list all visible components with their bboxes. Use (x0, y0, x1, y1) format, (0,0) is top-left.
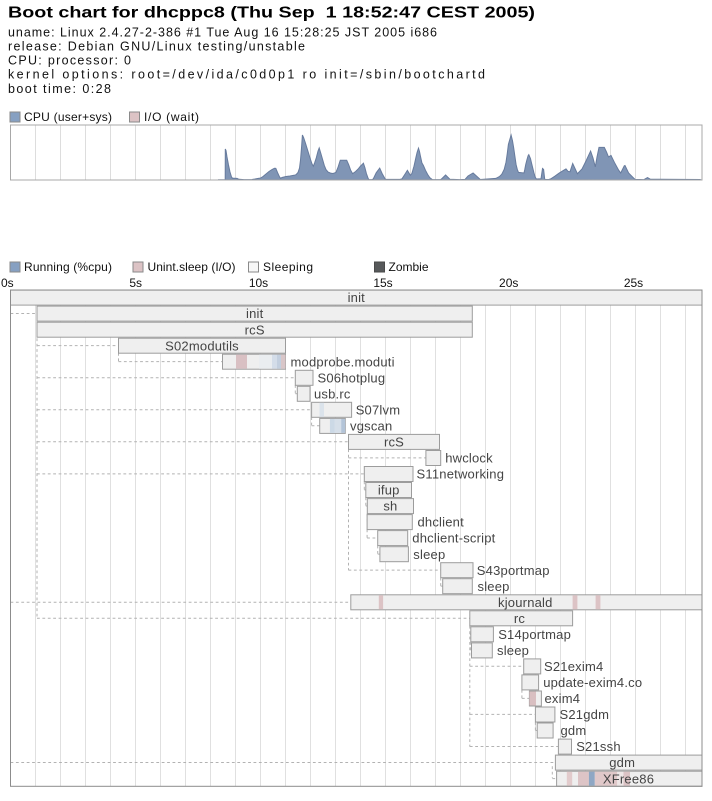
svg-text:rc: rc (514, 611, 526, 626)
svg-text:dhclient: dhclient (418, 515, 465, 530)
svg-text:sleep: sleep (413, 547, 445, 562)
svg-text:vgscan: vgscan (350, 419, 392, 434)
svg-text:uname: Linux 2.4.27-2-386 #1 T: uname: Linux 2.4.27-2-386 #1 Tue Aug 16 … (8, 25, 437, 39)
svg-text:S21exim4: S21exim4 (544, 659, 603, 674)
svg-text:hwclock: hwclock (445, 451, 493, 466)
svg-text:sh: sh (383, 499, 397, 514)
svg-text:S43portmap: S43portmap (477, 563, 550, 578)
svg-text:10s: 10s (249, 276, 268, 290)
svg-text:boot time: 0:28: boot time: 0:28 (8, 82, 111, 96)
svg-text:S06hotplug: S06hotplug (318, 370, 386, 385)
svg-text:S14portmap: S14portmap (498, 627, 571, 642)
svg-text:ifup: ifup (378, 483, 400, 498)
svg-text:init: init (246, 306, 264, 321)
svg-text:5s: 5s (129, 276, 142, 290)
svg-text:S07lvm: S07lvm (356, 402, 401, 417)
svg-text:S21gdm: S21gdm (560, 707, 610, 722)
svg-text:modprobe.moduti: modprobe.moduti (291, 354, 395, 369)
svg-text:init: init (348, 290, 366, 305)
svg-text:25s: 25s (624, 276, 643, 290)
svg-text:update-exim4.co: update-exim4.co (543, 675, 642, 690)
svg-text:CPU (user+sys): CPU (user+sys) (24, 110, 112, 124)
svg-text:XFree86: XFree86 (603, 771, 654, 786)
svg-text:CPU: processor: 0: CPU: processor: 0 (8, 54, 131, 68)
svg-text:20s: 20s (499, 276, 518, 290)
svg-text:kjournald: kjournald (498, 595, 553, 610)
svg-text:S11networking: S11networking (417, 467, 505, 482)
svg-text:sleep: sleep (497, 643, 529, 658)
svg-text:kernel options: root=/dev/ida/: kernel options: root=/dev/ida/c0d0p1 ro … (8, 68, 485, 82)
svg-text:S02modutils: S02modutils (165, 338, 239, 353)
svg-text:dhclient-script: dhclient-script (412, 531, 495, 546)
svg-text:Sleeping: Sleeping (263, 260, 313, 274)
svg-text:sleep: sleep (478, 579, 510, 594)
svg-text:I/O (wait): I/O (wait) (144, 110, 199, 124)
svg-text:0s: 0s (1, 276, 14, 290)
svg-text:Running (%cpu): Running (%cpu) (24, 260, 112, 274)
svg-text:release: Debian GNU/Linux test: release: Debian GNU/Linux testing/unstab… (8, 39, 305, 53)
svg-text:exim4: exim4 (545, 691, 581, 706)
svg-text:gdm: gdm (561, 723, 587, 738)
svg-text:usb.rc: usb.rc (314, 386, 351, 401)
svg-text:Zombie: Zombie (389, 260, 429, 274)
svg-text:rcS: rcS (245, 322, 265, 337)
svg-text:gdm: gdm (609, 755, 635, 770)
svg-text:15s: 15s (373, 276, 392, 290)
svg-text:Unint.sleep (I/O): Unint.sleep (I/O) (148, 260, 236, 274)
svg-text:S21ssh: S21ssh (576, 739, 621, 754)
svg-text:rcS: rcS (384, 435, 404, 450)
svg-text:Boot chart for dhcppc8 (Thu Se: Boot chart for dhcppc8 (Thu Sep 1 18:52:… (8, 4, 535, 21)
